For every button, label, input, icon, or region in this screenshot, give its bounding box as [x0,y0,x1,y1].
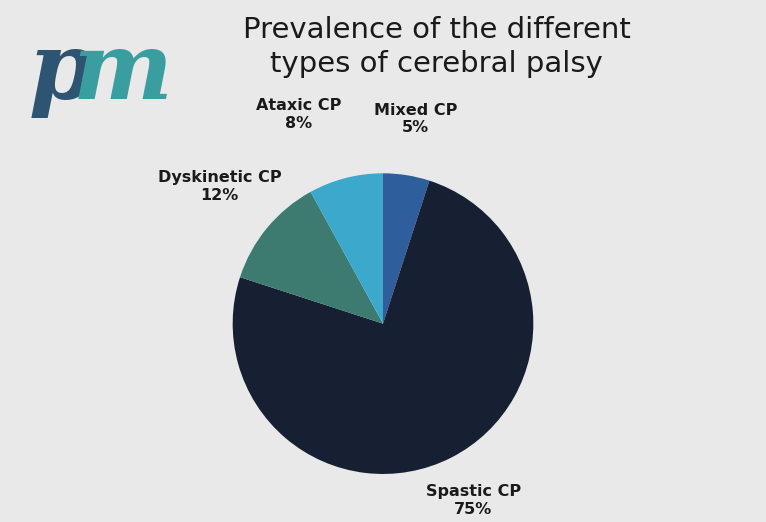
Wedge shape [310,173,383,324]
Text: Ataxic CP
8%: Ataxic CP 8% [256,98,341,130]
Wedge shape [240,192,383,324]
Text: Dyskinetic CP
12%: Dyskinetic CP 12% [158,170,281,203]
Text: Prevalence of the different
types of cerebral palsy: Prevalence of the different types of cer… [243,16,630,78]
Text: Spastic CP
75%: Spastic CP 75% [426,484,521,517]
Text: p: p [28,28,94,118]
Text: Mixed CP
5%: Mixed CP 5% [374,102,457,135]
Wedge shape [233,181,533,474]
Text: m: m [73,28,172,118]
Wedge shape [383,173,430,324]
